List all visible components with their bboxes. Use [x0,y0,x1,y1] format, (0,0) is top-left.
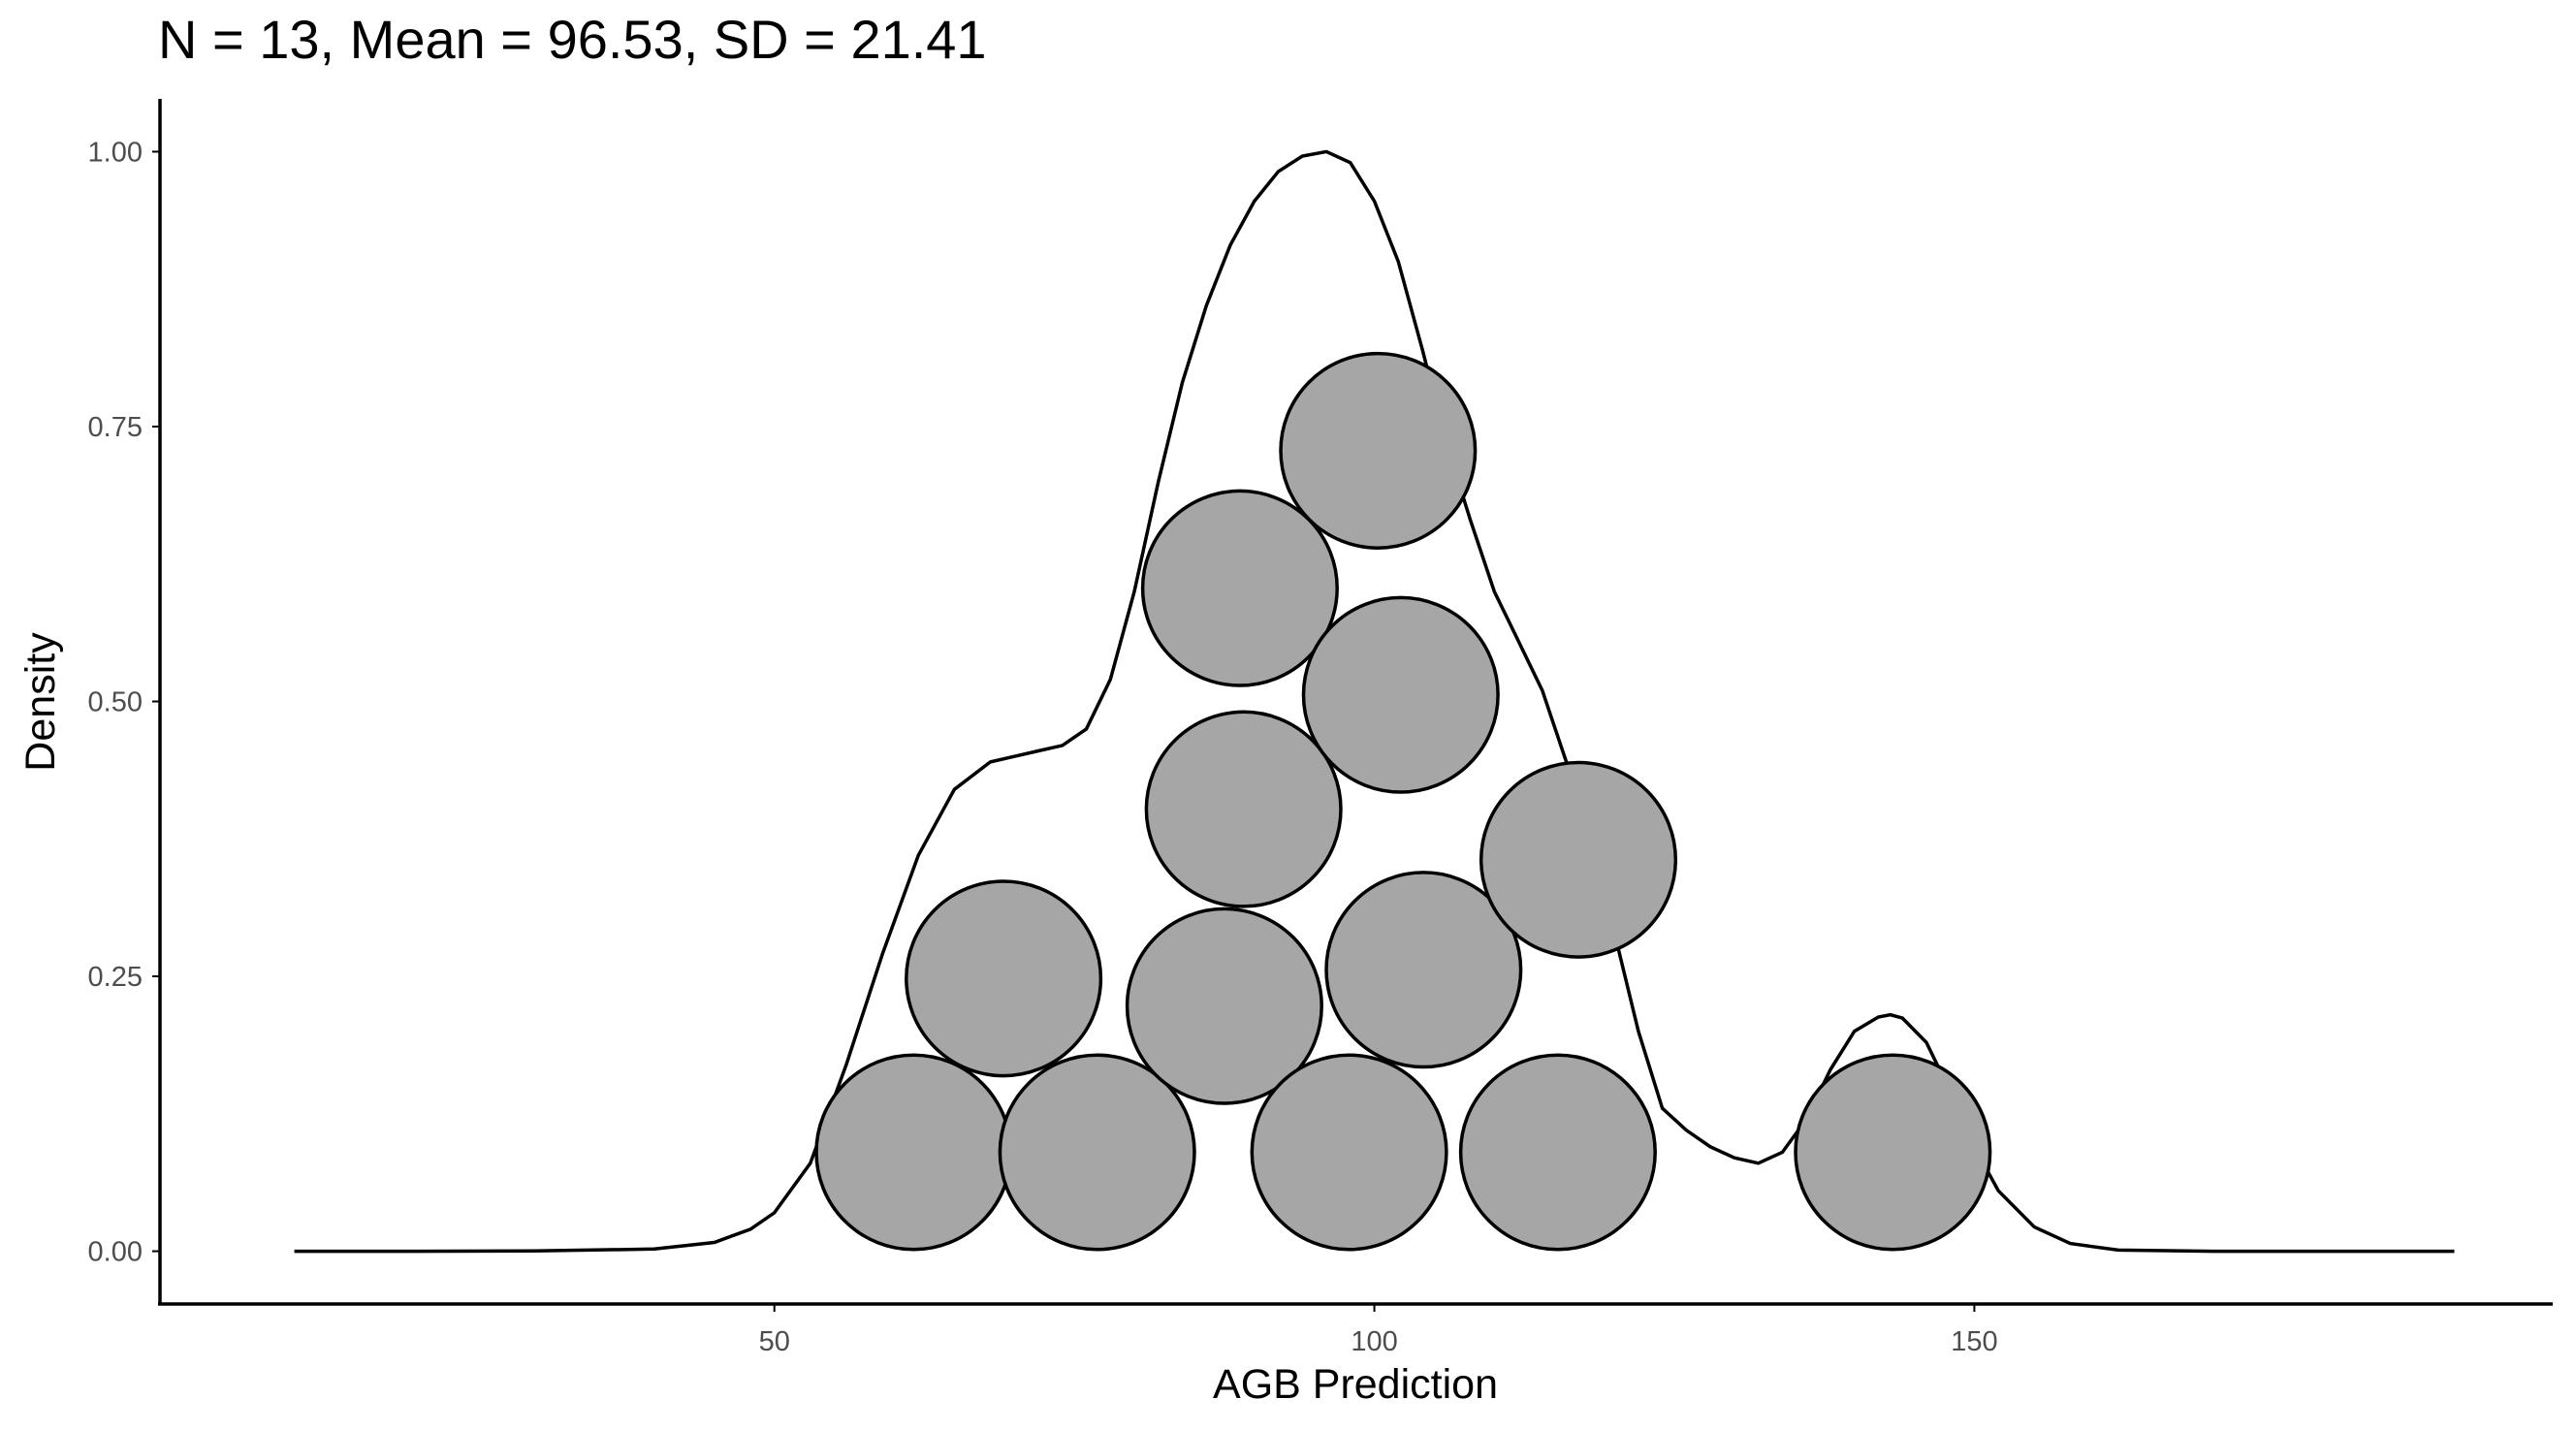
data-point-10 [1324,871,1523,1069]
y-tick-label-0.50: 0.50 [88,687,143,718]
data-point-9 [1301,595,1500,794]
data-point-2 [905,879,1103,1078]
x-axis-title: AGB Prediction [1213,1361,1498,1408]
data-point-3 [998,1053,1196,1252]
data-point-4 [1125,906,1323,1105]
data-point-6 [1140,489,1339,687]
dots-layer [814,351,1992,1252]
y-ticks-layer: 0.00 0.25 0.50 0.75 1.00 [88,137,160,1268]
y-tick-label-0.75: 0.75 [88,412,143,443]
x-tick-label-150: 150 [1951,1326,1997,1357]
data-point-13 [1794,1053,1992,1252]
data-point-12 [1479,760,1678,959]
data-point-5 [1144,710,1343,908]
y-tick-label-1.00: 1.00 [88,137,143,168]
data-point-11 [1458,1053,1657,1252]
y-tick-label-0.25: 0.25 [88,962,143,993]
chart-title: N = 13, Mean = 96.53, SD = 21.41 [158,9,987,70]
data-point-8 [1279,351,1478,550]
x-ticks-layer: 50 100 150 [759,1304,1998,1357]
data-point-1 [814,1053,1013,1252]
x-tick-label-50: 50 [759,1326,790,1357]
data-point-7 [1250,1053,1448,1252]
y-tick-label-0.00: 0.00 [88,1237,143,1268]
y-axis-title: Density [17,632,64,772]
x-tick-label-100: 100 [1351,1326,1397,1357]
